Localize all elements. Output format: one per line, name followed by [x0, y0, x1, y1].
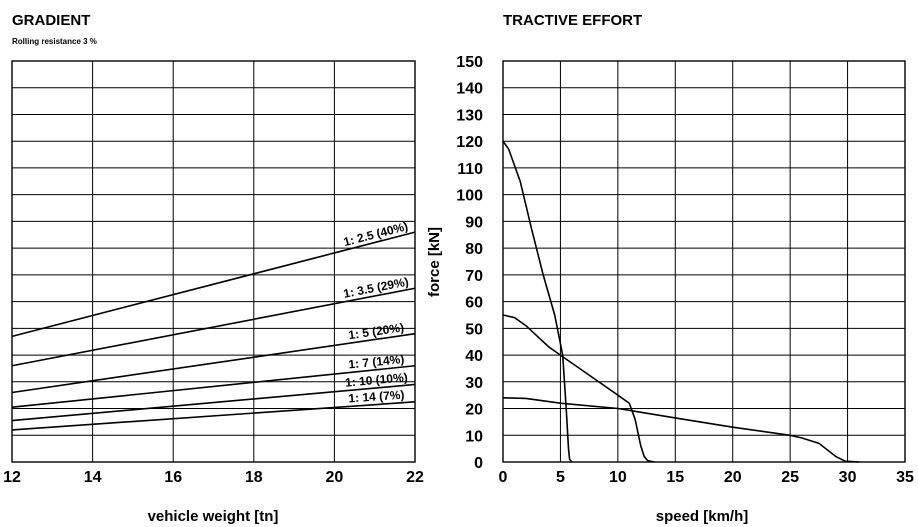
gradient-x-tick-label: 16	[164, 469, 182, 486]
gradient-line-2	[11, 332, 416, 394]
gradient-x-tick-label: 14	[84, 469, 102, 486]
tractive-y-tick-label: 100	[456, 188, 483, 205]
gradient-title: GRADIENT	[12, 12, 90, 29]
gradient-series-label: 1: 2.5 (40%)	[342, 219, 409, 249]
tractive-x-tick-label: 25	[781, 469, 799, 486]
tractive-y-tick-label: 0	[474, 455, 483, 472]
tractive-x-ticks: 0 5 10 15 20 25 30 35	[499, 469, 914, 486]
gradient-series-label: 1: 7 (14%)	[348, 352, 405, 372]
tractive-y-tick-label: 50	[465, 321, 483, 338]
tractive-title: TRACTIVE EFFORT	[503, 12, 642, 29]
tractive-y-axis-label: force [kN]	[426, 227, 443, 297]
gradient-x-ticks: 12 14 16 18 20 22	[3, 469, 424, 486]
tractive-y-tick-label: 110	[457, 161, 483, 178]
tractive-y-tick-label: 10	[465, 428, 483, 445]
tractive-y-tick-label: 90	[465, 214, 483, 231]
tractive-y-tick-label: 120	[456, 134, 483, 151]
gradient-chart: GRADIENT Rolling resistance 3 % 1: 2.5 (…	[3, 12, 424, 525]
tractive-y-tick-label: 130	[456, 107, 483, 124]
tractive-series-group	[502, 140, 860, 463]
tractive-x-tick-label: 10	[609, 469, 627, 486]
tractive-line-0	[502, 140, 573, 463]
tractive-y-tick-label: 150	[456, 54, 483, 71]
gradient-line-0	[11, 231, 416, 338]
tractive-y-tick-label: 40	[465, 348, 483, 365]
tractive-x-axis-label: speed [km/h]	[656, 508, 749, 525]
gradient-subtitle: Rolling resistance 3 %	[12, 37, 97, 46]
gradient-series-label: 1: 14 (7%)	[348, 388, 405, 406]
tractive-x-tick-label: 15	[666, 469, 684, 486]
tractive-effort-chart: TRACTIVE EFFORT 010203040506070809010011…	[426, 12, 914, 525]
gradient-x-axis-label: vehicle weight [tn]	[148, 508, 279, 525]
tractive-x-tick-label: 35	[896, 469, 914, 486]
gradient-series-group	[11, 231, 416, 431]
gradient-series-label: 1: 10 (10%)	[345, 370, 409, 390]
tractive-y-tick-label: 70	[465, 268, 483, 285]
gradient-x-tick-label: 20	[326, 469, 344, 486]
tractive-y-ticks: 0 10 20 30 40 50 60 70 80 90 100 110 120 130 140 150	[456, 54, 483, 472]
tractive-grid	[502, 60, 906, 463]
gradient-x-tick-label: 18	[245, 469, 263, 486]
tractive-y-tick-label: 140	[456, 81, 483, 98]
tractive-x-tick-label: 20	[724, 469, 742, 486]
tractive-y-tick-label: 30	[465, 375, 483, 392]
gradient-line-4	[11, 383, 416, 422]
gradient-line-1	[11, 287, 416, 367]
tractive-y-tick-label: 60	[465, 295, 483, 312]
tractive-x-tick-label: 30	[839, 469, 857, 486]
tractive-x-tick-label: 0	[499, 469, 508, 486]
tractive-line-1	[502, 314, 655, 463]
tractive-line-2	[502, 397, 860, 463]
gradient-series-label: 1: 3.5 (29%)	[342, 275, 409, 301]
gradient-line-3	[11, 364, 416, 408]
gradient-plot-frame	[11, 60, 416, 463]
gradient-x-tick-label: 12	[3, 469, 21, 486]
gradient-x-tick-label: 22	[406, 469, 424, 486]
tractive-plot-frame	[502, 60, 906, 463]
tractive-y-tick-label: 80	[465, 241, 483, 258]
tractive-x-tick-label: 5	[556, 469, 565, 486]
tractive-y-tick-label: 20	[465, 402, 483, 419]
gradient-series-labels: 1: 2.5 (40%)1: 3.5 (29%)1: 5 (20%)1: 7 (…	[342, 219, 410, 405]
gradient-line-5	[11, 401, 416, 431]
